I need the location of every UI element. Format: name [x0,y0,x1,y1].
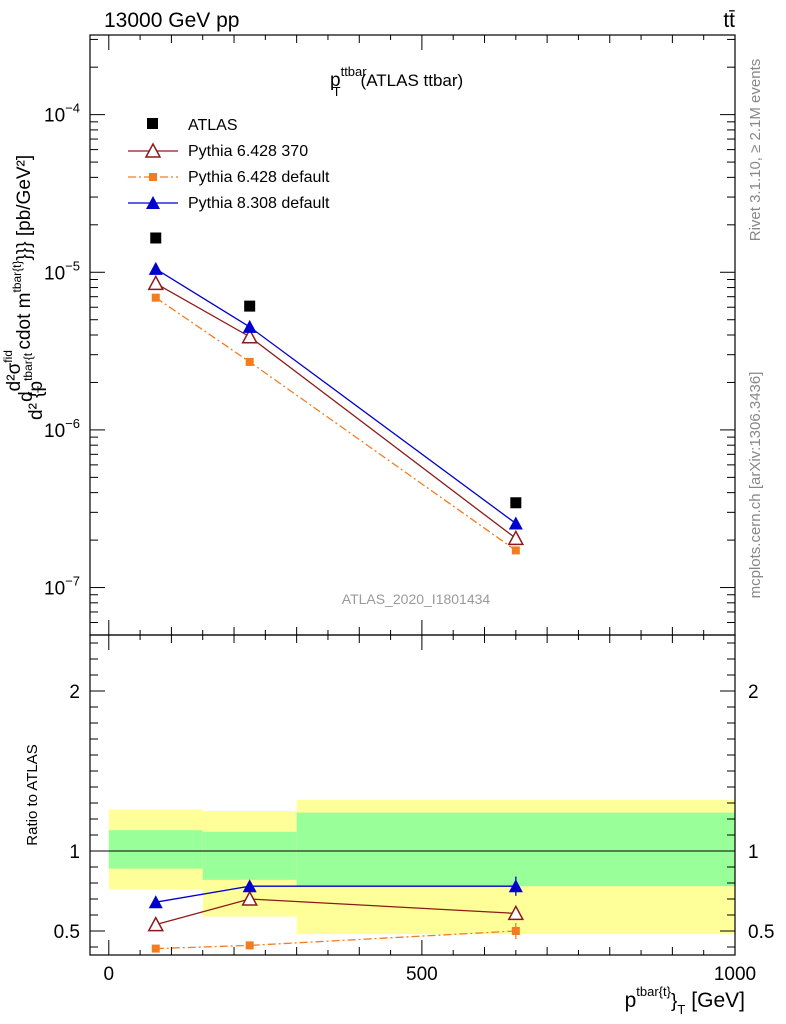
data-point-py8-default [508,879,523,893]
ylabel-d: d [16,391,37,402]
ratio-series-pythia-6-428-370 [147,890,525,932]
ratio-y-axis-label: Ratio to ATLAS [24,744,41,845]
xlabel-sup: tbar{t} [636,984,671,999]
legend-marker-py6-default [149,173,157,181]
ylabel-num: d²σ [4,362,25,391]
data-point-py6-default [245,357,254,366]
ylabel-num-sup: fid [1,350,15,363]
data-point-py6-default [511,546,520,555]
ratio-band-stat [108,830,203,869]
main-panel-frame [89,34,736,636]
series-line [155,268,517,524]
main-watermark: ATLAS_2020_I1801434 [342,591,491,607]
ratio-axis-ticks: 0.5 0.5 1 1 2 2 0 500 1000 [54,635,774,985]
legend-marker-atlas [147,118,158,129]
data-point-py8-default [242,879,257,893]
data-point-py6-370 [507,529,525,546]
rivet-version-label: Rivet 3.1.10, ≥ 2.1M events [747,59,764,242]
series-pythia-6-428-default [151,293,520,555]
main-panel: 10−710−610−510−4 pttbar T(ATLAS ttbar) AT… [1,34,736,636]
data-point-py6-370 [507,904,525,921]
series-pythia-8-308-default [148,261,523,530]
title-sup: ttbar [341,64,368,79]
ylabel-tail: }}} [pb/GeV²] [14,155,35,261]
ratio-y-tick-label-right: 0.5 [748,922,774,943]
title-rest: (ATLAS ttbar) [361,71,464,90]
data-point-py6-default [151,944,160,953]
series-atlas [150,232,522,509]
data-point-py6-default [245,941,254,950]
legend-label-atlas: ATLAS [188,117,238,134]
header-energy-label: 13000 GeV pp [104,9,239,32]
data-point-atlas [510,497,522,509]
ylabel-den-sub: T [35,385,49,393]
ratio-y-tick-label-right: 2 [748,682,759,703]
ylabel-den-sup: tbar{t [21,352,35,381]
data-point-py6-370 [147,274,165,291]
ratio-uncertainty-bands [108,799,735,935]
legend-label-py6-370: Pythia 6.428 370 [188,143,308,160]
ratio-y-tick-label: 0.5 [54,922,80,943]
x-tick-label: 0 [103,964,114,985]
title-sub: T [333,84,341,99]
legend-marker-py8-default [146,196,160,209]
header-process-label: tt̄ [723,9,735,32]
mcplots-source-label: mcplots.cern.ch [arXiv:1306.3436] [747,372,764,599]
ratio-band-stat [202,831,297,880]
xlabel-p: p [625,989,637,1012]
data-point-py6-370 [241,328,258,344]
data-point-atlas [244,300,256,312]
ylabel-rest-sup: tbar{t} [10,260,24,292]
x-tick-label: 1000 [714,964,756,985]
series-line [155,297,517,551]
title-p: p [330,70,341,91]
ratio-x-axis-label: ptbar{t}}T [GeV] [625,984,745,1017]
legend-marker-py6-370 [144,142,162,158]
ratio-y-tick-label: 1 [69,842,80,863]
main-y-tick-label: 10−4 [44,101,80,127]
xlabel-sub: T [677,1002,685,1017]
ylabel-den: d² {p [26,381,47,420]
series-line [155,282,517,539]
xlabel-unit: [GeV] [691,989,745,1012]
data-point-py6-370 [147,916,165,932]
main-y-tick-label: 10−6 [44,416,80,442]
main-panel-title: pttbar T (ATLAS ttbar) [330,64,463,99]
ratio-panel-frame [89,634,736,956]
data-point-py8-default [148,895,163,909]
legend-label-py8-default: Pythia 8.308 default [188,195,330,212]
data-point-py8-default [242,319,257,333]
ratio-band-stat [296,812,735,887]
series-pythia-6-428-370 [147,274,525,546]
data-point-py6-370 [241,890,258,906]
data-point-atlas [150,232,162,244]
data-point-py6-default [151,293,160,302]
ylabel-rest: cdot m [14,293,35,350]
x-tick-label: 500 [406,964,438,985]
legend: ATLAS Pythia 6.428 370 Pythia 6.428 defa… [128,117,330,212]
main-series-layer [147,232,525,555]
ratio-series-layer [147,876,525,953]
main-y-tick-label: 10−5 [44,258,80,284]
ratio-y-tick-label: 2 [69,682,80,703]
data-point-py8-default [148,261,163,275]
xlabel-close: } [671,991,677,1012]
ratio-y-tick-label-right: 1 [748,842,759,863]
main-y-axis-label: dd²σfid d² {ptbar{tTcdot mtbar{t}}}} [pb/… [1,155,49,420]
main-y-tick-label: 10−7 [44,574,80,600]
ratio-series-pythia-8-308-default [148,876,523,909]
ratio-panel: 0.5 0.5 1 1 2 2 0 500 1000 Ratio to ATLAS ptbar{… [24,634,774,1017]
ratio-series-pythia-6-428-default [151,923,520,953]
data-point-py6-default [511,927,520,935]
data-point-py8-default [508,516,523,530]
legend-label-py6-default: Pythia 6.428 default [188,169,330,186]
